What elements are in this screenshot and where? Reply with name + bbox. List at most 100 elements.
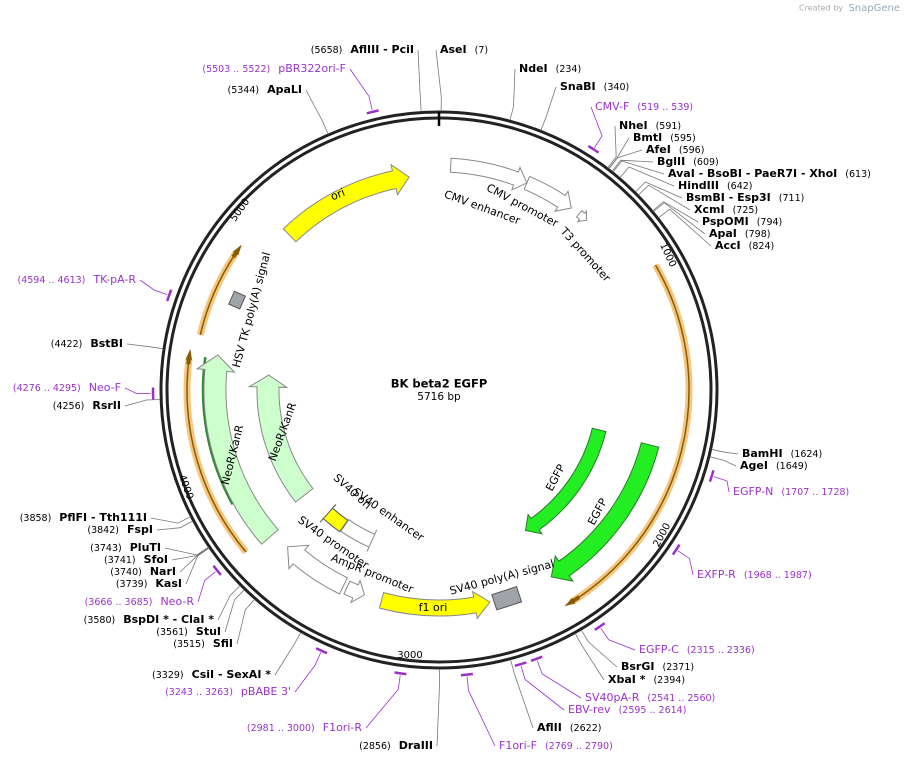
brand: SnapGene bbox=[848, 3, 900, 14]
primer-label: (3666 .. 3685) Neo-R bbox=[85, 595, 195, 608]
feature-arrow bbox=[343, 578, 365, 604]
site-label: BsrGI (2371) bbox=[621, 660, 694, 673]
primer-range: (3243 .. 3263) bbox=[165, 687, 233, 698]
feature-arrow bbox=[195, 354, 279, 545]
site-position: (234) bbox=[556, 64, 582, 75]
site-name: BmtI bbox=[633, 131, 662, 144]
primer-range: (5503 .. 5522) bbox=[202, 64, 270, 75]
site-label: AflII (2622) bbox=[537, 721, 601, 734]
site-label: ApaI (798) bbox=[709, 227, 770, 240]
site-name: AgeI bbox=[740, 459, 768, 472]
site-name: BamHI bbox=[742, 447, 783, 460]
primer-label: (3243 .. 3263) pBABE 3' bbox=[165, 685, 291, 698]
leader-line bbox=[124, 399, 161, 407]
leader-line bbox=[653, 202, 706, 235]
leader-line bbox=[171, 547, 210, 561]
site-label: (3842) FspI bbox=[87, 523, 153, 536]
site-name: PflFI - Tth111I bbox=[59, 511, 147, 524]
feature-label: HSV TK poly(A) signal bbox=[230, 251, 273, 369]
ruler-label: 3000 bbox=[397, 650, 422, 661]
site-position: (3515) bbox=[173, 639, 205, 650]
site-position: (3561) bbox=[156, 627, 188, 638]
primer-name: F1ori-R bbox=[323, 721, 363, 734]
site-name: StuI bbox=[196, 625, 221, 638]
primer-name: F1ori-F bbox=[499, 739, 537, 752]
feature-arrow bbox=[319, 504, 349, 533]
primer-name: CMV-F bbox=[595, 100, 629, 113]
site-name: FspI bbox=[127, 523, 153, 536]
leader-line bbox=[305, 89, 329, 135]
primer-range: (2595 .. 2614) bbox=[619, 705, 687, 716]
feature-arrow bbox=[282, 163, 410, 243]
primer-label: (2981 .. 3000) F1ori-R bbox=[247, 721, 362, 734]
leader-line bbox=[510, 659, 534, 729]
primer-name: EGFP-C bbox=[639, 643, 679, 656]
leader-line bbox=[509, 68, 516, 121]
site-label: AfeI (596) bbox=[646, 143, 704, 156]
leader-line bbox=[607, 125, 617, 169]
site-label: SnaBI (340) bbox=[560, 80, 629, 93]
leader-line bbox=[349, 68, 373, 110]
site-name: DraIII bbox=[399, 739, 433, 752]
site-name: HindIII bbox=[678, 179, 719, 192]
leader-line bbox=[126, 343, 164, 350]
site-position: (3580) bbox=[84, 615, 116, 626]
orf-line bbox=[201, 357, 234, 506]
site-name: XbaI * bbox=[608, 673, 646, 686]
primer-mark bbox=[594, 622, 606, 631]
primer-range: (2981 .. 3000) bbox=[247, 723, 315, 734]
orf-line bbox=[571, 264, 690, 603]
site-label: (3858) PflFI - Tth111I bbox=[20, 511, 147, 524]
feature-arrow bbox=[449, 157, 528, 191]
feature-arrow bbox=[340, 519, 378, 552]
primer-label: EGFP-C (2315 .. 2336) bbox=[639, 643, 755, 656]
site-position: (2622) bbox=[570, 723, 602, 734]
leader-line bbox=[713, 476, 730, 493]
site-label: XcmI (725) bbox=[694, 203, 758, 216]
site-label: (3739) KasI bbox=[116, 577, 182, 590]
site-label: (3740) NarI bbox=[110, 565, 176, 578]
site-position: (4422) bbox=[51, 339, 83, 350]
leader-line bbox=[150, 516, 191, 524]
primer-mark bbox=[315, 647, 328, 655]
leader-line bbox=[590, 106, 603, 148]
site-name: PluTI bbox=[130, 541, 161, 554]
site-label: AgeI (1649) bbox=[740, 459, 808, 472]
leader-line bbox=[658, 208, 712, 247]
site-position: (5658) bbox=[311, 45, 343, 56]
site-name: RsrII bbox=[92, 399, 121, 412]
site-name: BstBI bbox=[90, 337, 123, 350]
site-position: (3329) bbox=[152, 670, 184, 681]
primer-name: Neo-F bbox=[89, 381, 121, 394]
primer-label: (4276 .. 4295) Neo-F bbox=[13, 381, 121, 394]
primer-label: EGFP-N (1707 .. 1728) bbox=[733, 485, 849, 498]
site-label: (3743) PluTI bbox=[90, 541, 161, 554]
site-name: KasI bbox=[155, 577, 182, 590]
site-label: (5658) AflIII - PciI bbox=[311, 43, 414, 56]
map-length: 5716 bp bbox=[417, 391, 461, 403]
feature-label: f1 ori bbox=[419, 601, 448, 614]
leader-line bbox=[124, 387, 152, 395]
primer-label: CMV-F (519 .. 539) bbox=[595, 100, 693, 113]
site-label: BglII (609) bbox=[657, 155, 719, 168]
primer-mark bbox=[530, 655, 543, 662]
site-position: (1624) bbox=[791, 449, 823, 460]
primer-range: (519 .. 539) bbox=[637, 102, 693, 113]
leader-line bbox=[600, 627, 636, 651]
leader-line bbox=[612, 160, 665, 175]
site-name: BglII bbox=[657, 155, 685, 168]
site-label: AseI (7) bbox=[440, 43, 488, 56]
leader-line bbox=[435, 49, 442, 112]
site-name: AseI bbox=[440, 43, 467, 56]
site-label: BsmBI - Esp3I (711) bbox=[686, 191, 804, 204]
site-position: (1649) bbox=[776, 461, 808, 472]
site-name: AccI bbox=[715, 239, 741, 252]
site-label: (3741) SfoI bbox=[104, 553, 168, 566]
feature-arrow bbox=[231, 244, 242, 259]
site-position: (3858) bbox=[20, 513, 52, 524]
leader-line bbox=[638, 184, 691, 211]
site-position: (4256) bbox=[53, 401, 85, 412]
site-position: (609) bbox=[693, 157, 719, 168]
